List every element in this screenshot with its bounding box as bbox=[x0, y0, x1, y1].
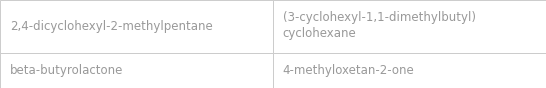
Bar bbox=[273, 53, 546, 88]
Bar bbox=[0, 53, 273, 88]
Bar bbox=[0, 0, 273, 53]
Text: 4-methyloxetan-2-one: 4-methyloxetan-2-one bbox=[283, 64, 414, 77]
Text: (3-cyclohexyl-1,1-dimethylbutyl)
cyclohexane: (3-cyclohexyl-1,1-dimethylbutyl) cyclohe… bbox=[283, 11, 476, 40]
Text: 2,4-dicyclohexyl-2-methylpentane: 2,4-dicyclohexyl-2-methylpentane bbox=[10, 20, 212, 33]
Text: beta-butyrolactone: beta-butyrolactone bbox=[10, 64, 123, 77]
Bar bbox=[273, 0, 546, 53]
